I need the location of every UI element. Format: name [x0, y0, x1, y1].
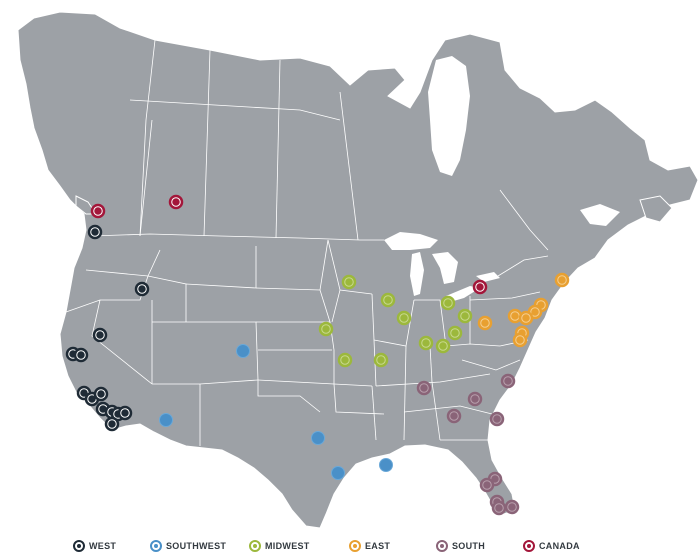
marker-southwest[interactable]	[159, 413, 173, 427]
target-ring-icon	[523, 540, 535, 552]
marker-midwest[interactable]	[435, 338, 451, 354]
marker-west[interactable]	[134, 281, 150, 297]
marker-south[interactable]	[489, 411, 505, 427]
marker-midwest[interactable]	[457, 308, 473, 324]
legend-item-east[interactable]: EAST	[349, 536, 390, 556]
legend-label: MIDWEST	[265, 541, 310, 551]
marker-southwest[interactable]	[236, 344, 250, 358]
target-ring-icon	[349, 540, 361, 552]
marker-south[interactable]	[500, 373, 516, 389]
legend-item-canada[interactable]: CANADA	[523, 536, 580, 556]
marker-midwest[interactable]	[318, 321, 334, 337]
marker-south[interactable]	[504, 499, 520, 515]
legend-label: WEST	[89, 541, 117, 551]
land-mass	[17, 11, 699, 529]
lake-huron	[432, 252, 458, 284]
gulf-st-lawrence	[580, 204, 620, 226]
state-border	[431, 381, 441, 441]
marker-southwest[interactable]	[331, 466, 345, 480]
legend-label: SOUTH	[452, 541, 485, 551]
legend-label: EAST	[365, 541, 391, 551]
marker-south[interactable]	[416, 380, 432, 396]
marker-south[interactable]	[491, 500, 507, 516]
marker-midwest[interactable]	[418, 335, 434, 351]
marker-west[interactable]	[73, 347, 89, 363]
legend-label: CANADA	[539, 541, 580, 551]
state-border	[497, 255, 549, 277]
marker-east[interactable]	[477, 315, 493, 331]
province-border	[203, 49, 211, 237]
marker-midwest[interactable]	[380, 292, 396, 308]
location-markers	[65, 194, 570, 516]
hudson-bay	[428, 56, 470, 176]
target-ring-icon	[249, 540, 261, 552]
state-border	[429, 345, 433, 383]
target-ring-icon	[436, 540, 448, 552]
marker-south[interactable]	[479, 477, 495, 493]
marker-west[interactable]	[104, 416, 120, 432]
state-border	[375, 373, 491, 387]
marker-midwest[interactable]	[440, 295, 456, 311]
state-border	[461, 359, 521, 371]
marker-canada[interactable]	[90, 203, 106, 219]
state-border	[333, 383, 385, 415]
map-legend: WEST SOUTHWEST MIDWEST EAST SOUTH CANADA	[0, 536, 700, 556]
marker-canada[interactable]	[168, 194, 184, 210]
marker-midwest[interactable]	[447, 325, 463, 341]
legend-item-west[interactable]: WEST	[73, 536, 116, 556]
state-border	[91, 299, 153, 385]
state-border	[331, 289, 341, 323]
marker-west[interactable]	[93, 386, 109, 402]
lake-michigan	[410, 252, 424, 296]
continent-shape	[17, 11, 699, 529]
state-border	[319, 289, 335, 384]
legend-label: SOUTHWEST	[166, 541, 227, 551]
state-border	[403, 405, 493, 415]
lake-superior	[384, 232, 438, 250]
marker-west[interactable]	[92, 327, 108, 343]
lake-ontario	[476, 272, 500, 282]
province-border	[499, 189, 549, 251]
marker-west[interactable]	[87, 224, 103, 240]
province-border	[275, 59, 281, 239]
marker-south[interactable]	[446, 408, 462, 424]
province-border	[139, 119, 153, 237]
target-ring-icon	[150, 540, 162, 552]
legend-item-midwest[interactable]: MIDWEST	[249, 536, 310, 556]
marker-southwest[interactable]	[311, 431, 325, 445]
water-bodies	[384, 56, 620, 302]
marker-midwest[interactable]	[337, 352, 353, 368]
province-border	[339, 91, 359, 241]
marker-south[interactable]	[467, 391, 483, 407]
state-border	[403, 345, 407, 441]
legend-item-south[interactable]: SOUTH	[436, 536, 485, 556]
legend-item-southwest[interactable]: SOUTHWEST	[150, 536, 226, 556]
state-border	[257, 380, 321, 413]
lake-erie	[446, 286, 480, 302]
state-border	[469, 291, 541, 301]
province-border	[139, 39, 156, 237]
marker-west[interactable]	[117, 405, 133, 421]
state-border	[371, 385, 377, 441]
marker-midwest[interactable]	[341, 274, 357, 290]
marker-east[interactable]	[518, 310, 534, 326]
state-border	[414, 299, 447, 347]
province-border	[129, 99, 341, 121]
marker-southwest[interactable]	[379, 458, 393, 472]
marker-east[interactable]	[554, 272, 570, 288]
marker-midwest[interactable]	[396, 310, 412, 326]
marker-midwest[interactable]	[373, 352, 389, 368]
target-ring-icon	[73, 540, 85, 552]
island-newfoundland	[639, 195, 673, 223]
marker-canada[interactable]	[472, 279, 488, 295]
marker-east[interactable]	[512, 332, 528, 348]
